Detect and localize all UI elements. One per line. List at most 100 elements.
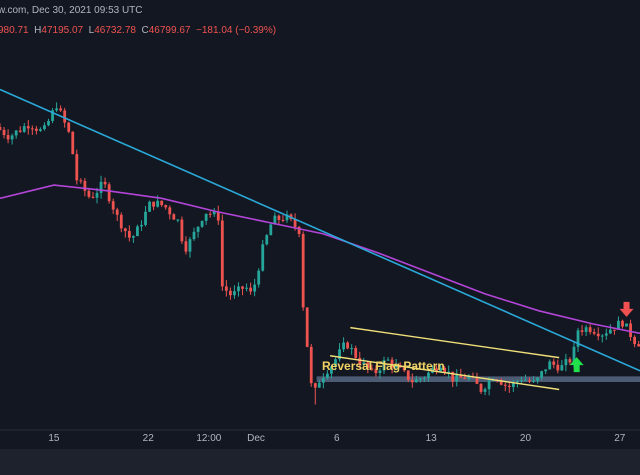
bottom-toolbar [0,449,640,475]
candle-body-61 [245,287,248,289]
candle-body-150 [604,333,608,336]
candle-body-92 [370,368,374,370]
candle-body-49 [196,226,200,232]
candle-body-21 [83,180,87,191]
x-tick-label-1: 22 [142,433,154,444]
candle-body-73 [293,219,297,227]
candle-body-6 [22,126,26,132]
candle-body-28 [111,201,115,210]
x-tick-label-5: 13 [425,433,437,444]
candle-body-1 [2,129,6,136]
candle-body-64 [257,270,261,285]
ohlc-readout: 980.71 H47195.07 L46732.78 C46799.67 −18… [0,25,276,36]
candle-body-22 [87,190,91,197]
candle-body-62 [249,287,253,292]
candle-body-95 [382,360,386,371]
candle-body-37 [148,201,151,212]
candle-body-7 [26,126,30,129]
candle-body-131 [528,380,531,382]
candle-body-24 [95,192,99,198]
flag-channel-lower [330,355,560,391]
candle-body-112 [451,371,455,382]
candle-body-136 [548,361,552,370]
reversal-flag-pattern-label: Reversal Flag Pattern [322,359,445,373]
candle-body-25 [99,181,103,193]
x-tick-label-3: Dec [247,433,265,444]
candle-body-127 [511,382,515,388]
candle-body-143 [576,330,580,347]
ohlc-value-high: 47195.07 [41,25,84,36]
candle-body-29 [115,209,119,215]
candle-body-148 [596,333,600,337]
candle-body-70 [281,219,285,221]
chart-header-title: w.com, Dec 30, 2021 09:53 UTC [0,5,143,16]
candle-body-60 [241,286,244,289]
candle-body-4 [14,130,18,136]
candle-body-31 [123,228,127,232]
candle-body-19 [75,154,79,181]
candle-body-3 [10,135,14,140]
candle-body-115 [463,377,467,379]
candle-body-14 [55,108,58,111]
moving-average-line [0,184,640,335]
candle-body-128 [515,381,519,383]
arrow-down-icon [619,301,634,317]
candle-body-47 [188,239,192,252]
candle-body-142 [572,346,576,363]
candle-body-156 [629,323,632,337]
candle-body-42 [168,207,172,215]
candle-body-18 [71,131,75,155]
candle-body-83 [334,359,337,367]
candle-body-85 [342,342,345,350]
candle-body-91 [366,362,370,369]
candle-body-133 [536,377,539,381]
candle-body-17 [67,122,71,132]
candle-body-145 [584,327,588,332]
candle-body-82 [330,366,333,374]
candle-body-153 [617,320,620,330]
candle-body-158 [637,344,640,347]
candle-body-63 [253,284,257,292]
candle-body-71 [285,214,289,221]
candle-body-88 [354,348,358,358]
candle-body-34 [136,226,139,237]
candle-body-27 [107,184,111,202]
x-tick-label-7: 27 [614,433,626,444]
candle-body-13 [51,110,54,121]
candle-body-65 [261,244,265,271]
candle-body-104 [418,378,422,380]
candle-body-9 [34,128,38,131]
x-tick-label-2: 12:00 [196,433,222,444]
candle-body-141 [568,359,572,363]
candle-body-46 [184,241,188,252]
candle-body-39 [156,200,160,207]
candle-body-86 [346,342,350,349]
candle-body-121 [487,380,491,390]
candle-body-130 [524,380,527,382]
candle-body-32 [127,231,131,238]
candle-body-69 [277,215,281,220]
candle-body-52 [208,213,212,215]
candle-body-41 [164,205,168,208]
candle-body-109 [439,367,442,372]
candle-body-114 [459,374,463,378]
candle-body-110 [443,367,447,373]
ohlc-key-low: L [88,25,95,36]
candle-body-144 [580,330,584,332]
candle-body-97 [390,359,394,368]
candle-body-119 [479,383,483,392]
candle-body-59 [237,286,240,292]
candle-body-20 [79,180,83,182]
candle-body-139 [560,365,564,371]
candle-body-76 [305,307,309,347]
ohlc-key-close: C [141,25,149,36]
candle-body-66 [265,235,269,245]
candle-body-53 [212,211,216,215]
candle-body-125 [503,384,507,386]
flag-channel-upper [350,326,560,359]
candle-body-149 [600,335,604,337]
candle-body-43 [172,214,176,220]
candle-body-5 [18,130,22,132]
